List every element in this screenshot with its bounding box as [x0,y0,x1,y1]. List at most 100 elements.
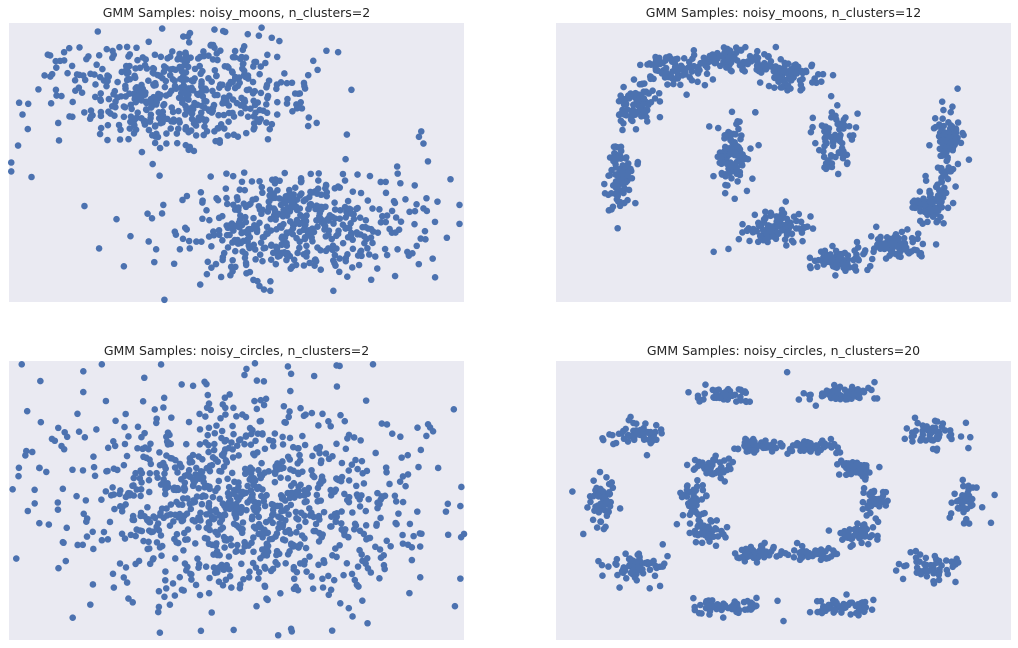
scatter-point [361,239,368,247]
scatter-point [388,207,396,215]
scatter-point [768,211,775,218]
scatter-point [331,199,338,206]
scatter-point [456,220,463,228]
scatter-point [396,478,404,485]
scatter-point [610,440,617,448]
scatter-point [222,576,230,584]
scatter-point [143,99,150,107]
scatter-point [755,67,763,75]
scatter-point [638,113,645,120]
scatter-point [306,553,313,560]
scatter-point [718,158,726,166]
scatter-point [91,472,99,480]
scatter-point [273,547,281,555]
scatter-point [258,183,266,191]
scatter-point [89,112,96,119]
scatter-point [251,87,259,95]
scatter-point [948,123,956,131]
scatter-point [83,518,90,525]
scatter-point [447,175,454,183]
scatter-point [143,454,150,462]
scatter-point [261,526,268,534]
scatter-point [294,460,301,467]
scatter-point [211,429,219,437]
scatter-point [661,74,669,81]
scatter-point [749,600,756,608]
scatter-point [838,603,845,611]
scatter-point [682,71,689,78]
scatter-point [732,44,740,51]
scatter-point [685,64,692,71]
scatter-point [694,392,702,400]
scatter-point [624,169,631,177]
scatter-point [199,67,206,75]
scatter-point [24,100,32,108]
scatter-point [206,574,213,582]
scatter-point [240,43,248,50]
scatter-point [825,157,832,164]
scatter-point [711,525,719,533]
scatter-point [265,436,273,444]
scatter-point [37,418,45,426]
scatter-point [58,442,65,450]
scatter-point [180,529,188,537]
scatter-point [45,521,53,528]
scatter-point [110,584,118,591]
scatter-point [122,410,129,418]
scatter-point [784,60,792,67]
scatter-point [199,215,206,223]
scatter-point [315,422,322,429]
scatter-point [241,213,249,221]
scatter-point [938,204,946,211]
scatter-point [186,143,194,151]
scatter-point [201,117,209,125]
scatter-point [249,559,257,567]
scatter-point [277,492,285,499]
scatter-point [417,128,425,135]
scatter-point [962,496,969,504]
scatter-point [292,583,300,590]
scatter-point [593,524,601,531]
scatter-point [182,123,190,131]
scatter-point [316,212,323,220]
scatter-point [349,236,356,244]
scatter-point [203,524,211,532]
scatter-point [793,539,801,547]
scatter-point [279,433,286,441]
scatter-point [860,388,868,396]
scatter-point [349,245,357,253]
scatter-point [103,77,111,85]
scatter-point [161,470,168,477]
scatter-point [69,466,76,474]
scatter-point [603,498,610,506]
scatter-point [599,434,606,442]
scatter-point [267,278,274,285]
scatter-point [251,246,259,253]
scatter-point [334,476,342,483]
scatter-point [181,111,189,118]
scatter-point [872,223,880,231]
scatter-point [768,225,776,232]
scatter-point [798,542,806,550]
scatter-point [674,67,681,75]
scatter-point [242,54,250,61]
scatter-point [247,105,254,112]
scatter-point [191,540,199,547]
scatter-point [248,539,255,547]
scatter-point [356,503,364,510]
scatter-point [962,419,970,427]
scatter-point [230,404,237,412]
scatter-point [698,610,705,617]
scatter-point [948,499,955,506]
scatter-point [917,249,925,257]
scatter-point [188,576,195,583]
scatter-point [755,219,762,227]
scatter-point [307,170,315,178]
scatter-point [569,488,576,495]
scatter-point [756,79,764,86]
scatter-point [283,79,291,87]
scatter-point [935,571,943,579]
scatter-point [299,432,306,440]
scatter-point [117,487,124,494]
scatter-point [325,591,333,599]
